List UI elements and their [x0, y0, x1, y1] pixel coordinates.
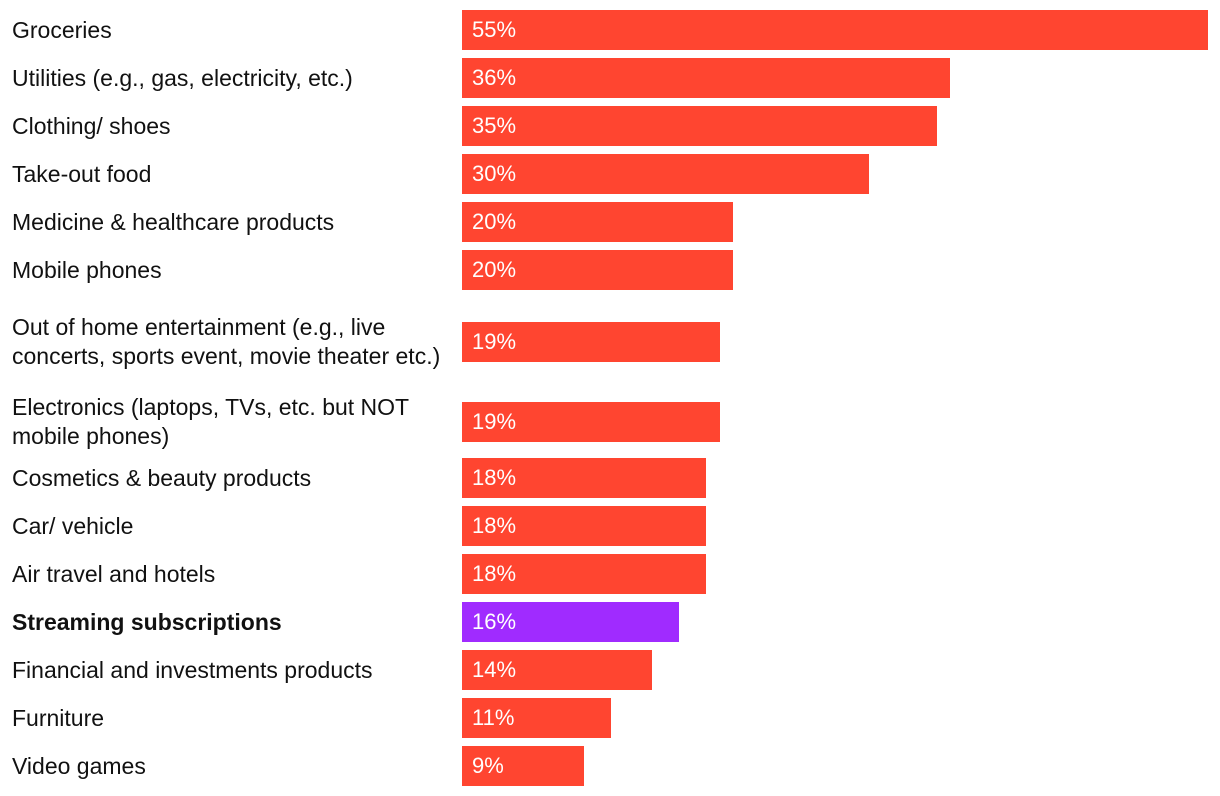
category-label: Medicine & healthcare products — [12, 208, 452, 237]
bar-value-label: 36% — [472, 65, 517, 90]
category-label-text: Mobile phones — [12, 256, 162, 283]
bar: 19% — [462, 322, 720, 362]
bar: 35% — [462, 106, 937, 146]
category-label-text: Video games — [12, 752, 146, 779]
category-label-text: Out of home entertainment (e.g., live co… — [12, 314, 441, 369]
category-label: Out of home entertainment (e.g., live co… — [12, 299, 452, 386]
category-label-text: Utilities (e.g., gas, electricity, etc.) — [12, 64, 353, 91]
bar-value-label: 9% — [472, 753, 504, 778]
bar-value-label: 30% — [472, 161, 517, 186]
bar-value-label: 20% — [472, 209, 517, 234]
category-label-text: Streaming subscriptions — [12, 608, 282, 635]
bar-value-label: 55% — [472, 17, 517, 42]
category-label: Electronics (laptops, TVs, etc. but NOT … — [12, 393, 452, 451]
bar-value-label: 19% — [472, 329, 517, 354]
category-label: Air travel and hotels — [12, 560, 452, 589]
bar: 55% — [462, 10, 1208, 50]
category-label: Streaming subscriptions — [12, 608, 452, 637]
bar-value-label: 19% — [472, 409, 517, 434]
bar-value-label: 14% — [472, 657, 517, 682]
bar-value-label: 20% — [472, 257, 517, 282]
category-label-text: Air travel and hotels — [12, 560, 216, 587]
bar-value-label: 35% — [472, 113, 517, 138]
bar: 14% — [462, 650, 652, 690]
category-label: Video games — [12, 752, 452, 781]
category-label: Take-out food — [12, 160, 452, 189]
bar-highlighted: 16% — [462, 602, 679, 642]
bar: 11% — [462, 698, 611, 738]
category-label-text: Car/ vehicle — [12, 512, 134, 539]
category-label-text: Groceries — [12, 16, 112, 43]
bar: 18% — [462, 554, 706, 594]
bar-value-label: 11% — [472, 705, 515, 730]
bar-value-label: 16% — [472, 609, 517, 634]
bar-value-label: 18% — [472, 465, 517, 490]
category-label-text: Take-out food — [12, 160, 152, 187]
category-label-text: Financial and investments products — [12, 656, 373, 683]
category-label: Car/ vehicle — [12, 512, 452, 541]
category-label: Mobile phones — [12, 256, 452, 285]
category-label-text: Electronics (laptops, TVs, etc. but NOT … — [12, 394, 409, 449]
category-label: Groceries — [12, 16, 452, 45]
category-label-text: Cosmetics & beauty products — [12, 464, 312, 491]
bar: 9% — [462, 746, 584, 786]
bar-value-label: 18% — [472, 513, 517, 538]
bar: 36% — [462, 58, 950, 98]
bar-value-label: 18% — [472, 561, 517, 586]
category-label: Furniture — [12, 704, 452, 733]
bar: 18% — [462, 458, 706, 498]
category-label-text: Clothing/ shoes — [12, 112, 171, 139]
bar: 19% — [462, 402, 720, 442]
category-label: Utilities (e.g., gas, electricity, etc.) — [12, 64, 452, 93]
category-label-text: Furniture — [12, 704, 105, 731]
category-label: Financial and investments products — [12, 656, 452, 685]
category-label: Cosmetics & beauty products — [12, 464, 452, 493]
category-label-text: Medicine & healthcare products — [12, 208, 335, 235]
category-label: Clothing/ shoes — [12, 112, 452, 141]
bar: 20% — [462, 250, 733, 290]
bar: 30% — [462, 154, 869, 194]
bar: 20% — [462, 202, 733, 242]
bar: 18% — [462, 506, 706, 546]
